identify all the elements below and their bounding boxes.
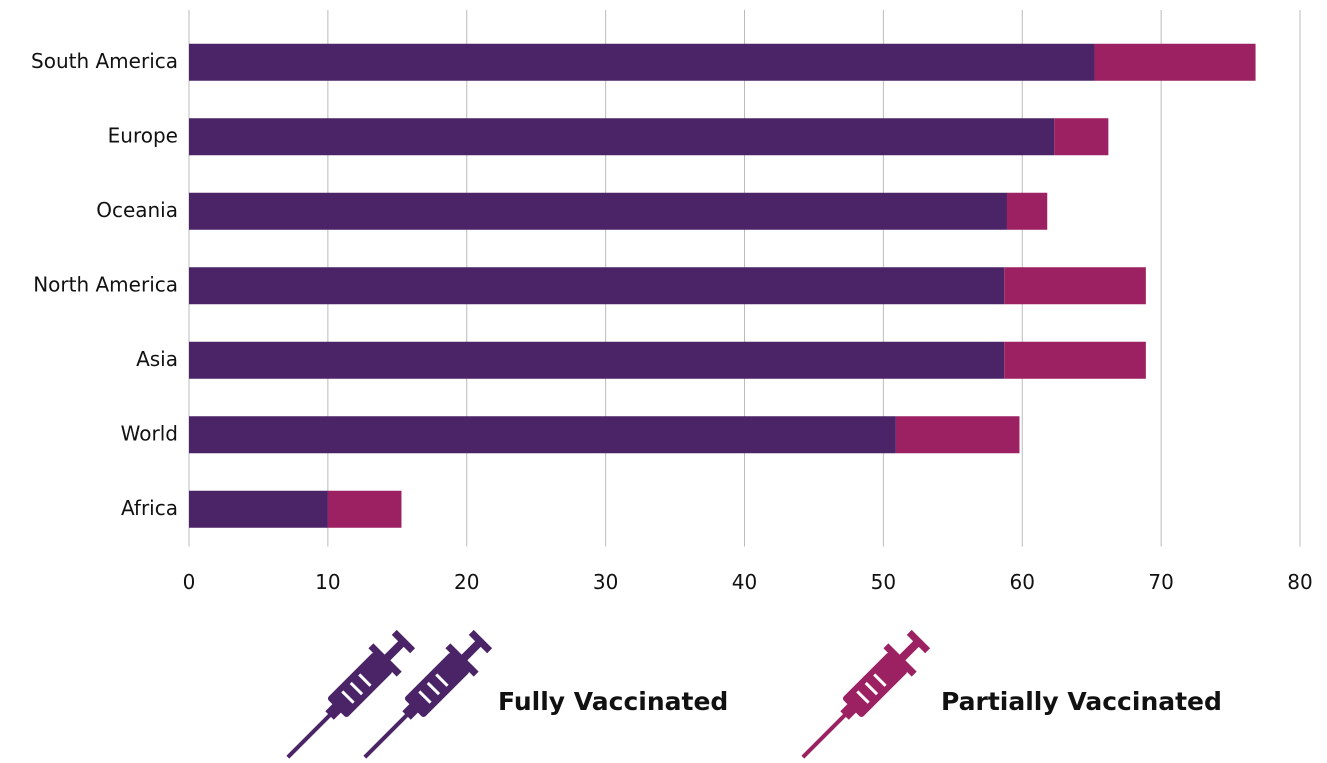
- bar-segment: [189, 118, 1055, 156]
- needle: [801, 709, 851, 759]
- x-tick-label: 20: [454, 570, 479, 594]
- barrel-stripe: [358, 673, 372, 687]
- bar-segment: [1004, 341, 1146, 379]
- y-tick-label: Africa: [121, 496, 178, 520]
- bar-segment: [1006, 192, 1048, 230]
- y-tick-label: World: [121, 421, 178, 445]
- bar-segment: [327, 490, 402, 528]
- legend-label: Fully Vaccinated: [498, 687, 728, 716]
- needle: [286, 709, 336, 759]
- flange: [368, 643, 402, 677]
- y-tick-label: Oceania: [96, 198, 178, 222]
- barrel-stripe: [873, 673, 887, 687]
- plunger-cap: [906, 629, 931, 654]
- plunger-cap: [391, 629, 416, 654]
- syringe-icon: [286, 629, 416, 759]
- bar-segment: [189, 267, 1005, 305]
- flange: [883, 643, 917, 677]
- bar-segment: [189, 43, 1095, 81]
- barrel: [404, 653, 469, 718]
- barrel-stripe: [349, 681, 364, 696]
- needle: [363, 709, 413, 759]
- barrel: [327, 653, 392, 718]
- barrel-stripe: [341, 690, 355, 704]
- barrel-stripe: [426, 681, 441, 696]
- flange: [445, 643, 479, 677]
- barrel-stripe: [856, 690, 870, 704]
- bar-segment: [1054, 118, 1109, 156]
- x-tick-label: 80: [1287, 570, 1312, 594]
- bar-segment: [189, 341, 1005, 379]
- x-tick-label: 40: [732, 570, 757, 594]
- bar-segment: [189, 490, 328, 528]
- bar-segment: [1094, 43, 1256, 81]
- y-tick-label: Asia: [136, 347, 178, 371]
- y-tick-label: Europe: [108, 123, 178, 147]
- plunger: [460, 640, 482, 662]
- y-tick-label: South America: [31, 49, 178, 73]
- x-tick-label: 60: [1010, 570, 1035, 594]
- x-tick-label: 0: [183, 570, 196, 594]
- barrel-stripe: [864, 681, 879, 696]
- bar-segment: [1004, 267, 1146, 305]
- bar-segment: [189, 192, 1007, 230]
- y-tick-label: North America: [33, 272, 178, 296]
- plunger-cap: [468, 629, 493, 654]
- bar-segment: [895, 416, 1020, 454]
- x-tick-label: 70: [1148, 570, 1173, 594]
- syringe-icon: [801, 629, 931, 759]
- x-tick-label: 10: [315, 570, 340, 594]
- x-tick-label: 50: [871, 570, 896, 594]
- barrel-stripe: [418, 690, 432, 704]
- x-tick-label: 30: [593, 570, 618, 594]
- barrel-stripe: [435, 673, 449, 687]
- plunger: [383, 640, 405, 662]
- bar-segment: [189, 416, 896, 454]
- barrel: [842, 653, 907, 718]
- syringe-icon: [363, 629, 493, 759]
- plunger: [898, 640, 920, 662]
- legend-label: Partially Vaccinated: [941, 687, 1222, 716]
